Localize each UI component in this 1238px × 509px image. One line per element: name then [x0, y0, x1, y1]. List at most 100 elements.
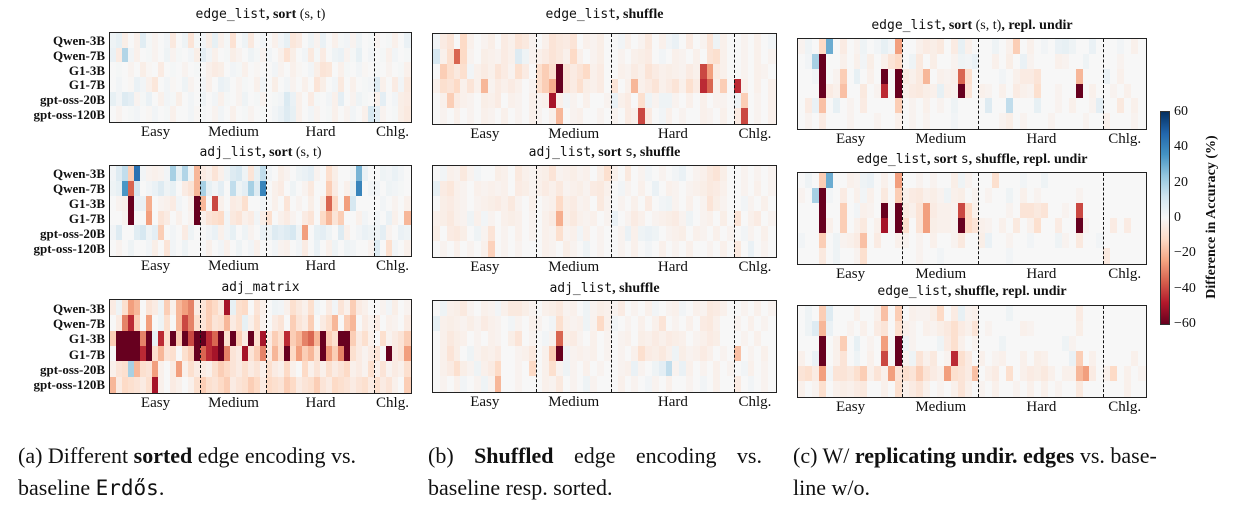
heatmap-cell [583, 241, 591, 257]
heatmap-cell [1027, 321, 1035, 337]
heatmap-cell [302, 166, 309, 182]
colorbar-label: Difference in Accuracy (%) [1204, 135, 1219, 299]
heatmap-cell [480, 331, 489, 347]
panel-title-part: , repl. undir [1001, 18, 1073, 33]
heatmap-cell [398, 195, 405, 212]
heatmap-cell [230, 240, 237, 256]
heatmap-cell [170, 62, 177, 78]
heatmap-cell [1082, 113, 1091, 129]
heatmap-cell [230, 330, 237, 347]
heatmap-cell [158, 346, 165, 362]
heatmap-cell [1096, 321, 1104, 337]
heatmap-cell [224, 240, 231, 256]
heatmap-cell [368, 77, 375, 93]
heatmap-cell [597, 108, 605, 124]
heatmap-cell [679, 181, 687, 197]
heatmap-cell [176, 376, 183, 393]
heatmap [432, 165, 777, 258]
heatmap-cell [839, 173, 848, 189]
heatmap-cell [706, 211, 715, 227]
heatmap-cell [978, 98, 986, 114]
heatmap-cell [631, 346, 639, 362]
heatmap-cell [122, 106, 129, 122]
heatmap-cell [860, 321, 868, 337]
heatmap-cell [467, 316, 475, 332]
heatmap-cell [624, 301, 632, 317]
heatmap-cell [350, 240, 357, 256]
heatmap-cell [624, 316, 632, 332]
heatmap-cell [368, 240, 375, 256]
heatmap-cell [110, 315, 117, 332]
heatmap-cell [535, 211, 544, 227]
heatmap-cell [604, 211, 612, 227]
heatmap-cell [1089, 68, 1097, 85]
heatmap-cell [386, 376, 393, 393]
heatmap-cell [1117, 218, 1125, 234]
heatmap-cell [1013, 248, 1021, 264]
panel-title-part: , shuffle, repl. undir [968, 152, 1088, 167]
heatmap-cell [392, 166, 399, 182]
model-row-label: gpt-oss-120B [33, 106, 105, 122]
heatmap-cell [206, 346, 213, 362]
heatmap-cell [804, 39, 813, 55]
difficulty-separator [610, 301, 612, 392]
heatmap-cell [433, 93, 441, 109]
heatmap-cell [978, 218, 986, 234]
heatmap-cell [915, 321, 924, 337]
heatmap-cell [386, 361, 393, 378]
heatmap-cell [957, 203, 966, 219]
heatmap-cell [398, 166, 405, 182]
heatmap-cell [1054, 306, 1063, 322]
heatmap-cell [825, 98, 834, 114]
heatmap-cell [672, 346, 680, 362]
heatmap-cell [446, 241, 455, 257]
heatmap-cell [1061, 218, 1070, 234]
heatmap-cell [720, 331, 728, 347]
heatmap-cell [1033, 53, 1042, 70]
heatmap-cell [1117, 351, 1125, 367]
heatmap-cell [170, 33, 177, 49]
heatmap-cell [1054, 39, 1063, 55]
heatmap-cell [929, 233, 938, 249]
heatmap-cell [733, 376, 742, 392]
heatmap-cell [853, 233, 862, 249]
heatmap-cell [152, 47, 159, 63]
heatmap-cell [583, 211, 591, 227]
heatmap-cell [846, 188, 855, 204]
heatmap-cell [1124, 173, 1132, 189]
heatmap-cell [212, 300, 219, 316]
heatmap-cell [314, 376, 321, 393]
heatmap-cell [888, 98, 896, 114]
heatmap-cell [706, 63, 715, 80]
heatmap-cell [134, 376, 141, 393]
heatmap-cell [224, 166, 231, 182]
heatmap-cell [290, 166, 297, 182]
heatmap-cell [679, 301, 687, 317]
heatmap-cell [254, 195, 261, 212]
heatmap-cell [804, 53, 813, 70]
heatmap-cell [182, 62, 189, 78]
heatmap-cell [985, 351, 993, 367]
heatmap-cell [487, 301, 496, 317]
heatmap-cell [902, 83, 910, 99]
heatmap-cell [398, 47, 405, 63]
heatmap-cell [230, 361, 237, 378]
heatmap-cell [699, 78, 708, 94]
heatmap-cell [964, 233, 973, 249]
heatmap-cell [604, 301, 612, 317]
heatmap-cell [236, 240, 243, 256]
heatmap-cell [176, 315, 183, 332]
heatmap-cell [206, 330, 213, 347]
heatmap-cell [590, 211, 598, 227]
heatmap-cell [1089, 173, 1097, 189]
heatmap-cell [542, 48, 550, 65]
heatmap-cell [356, 346, 363, 362]
heatmap-cell [624, 78, 632, 94]
heatmap-cell [248, 195, 255, 212]
heatmap-cell [727, 78, 735, 94]
heatmap-cell [692, 226, 701, 242]
heatmap-cell [350, 62, 357, 78]
heatmap-cell [392, 315, 399, 332]
heatmap-cell [266, 346, 273, 362]
heatmap-cell [528, 108, 537, 124]
